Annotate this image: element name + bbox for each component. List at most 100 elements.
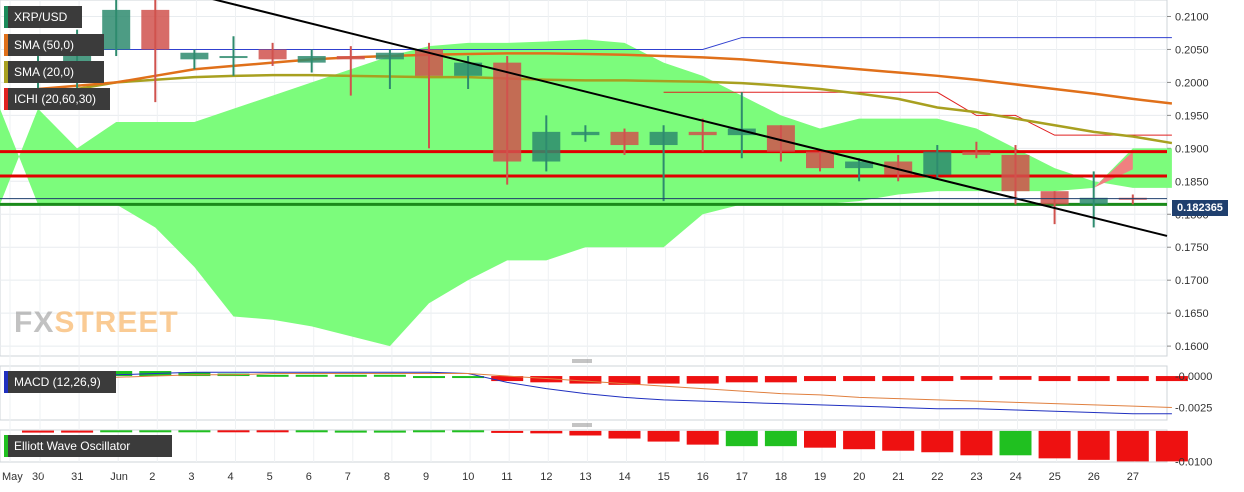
candle-body[interactable] — [962, 151, 991, 155]
macd-bar — [295, 374, 328, 377]
symbol-swatch — [4, 6, 8, 28]
ewo-bar — [569, 430, 602, 436]
macd-tick-label: -0.0000 — [1175, 371, 1212, 383]
candle-body[interactable] — [649, 131, 678, 146]
sma20-swatch — [4, 61, 8, 83]
ewo-bar — [452, 430, 485, 433]
ewo-bar — [1077, 430, 1110, 460]
macd-bar — [843, 376, 876, 382]
macd-bar — [921, 376, 954, 382]
candle-body[interactable] — [454, 62, 483, 76]
candle-body[interactable] — [493, 62, 522, 162]
candle-body[interactable] — [1040, 191, 1069, 205]
macd-bar — [1116, 376, 1149, 382]
sma20-legend[interactable]: SMA (20,0) — [4, 61, 104, 83]
ewo-bar — [999, 430, 1032, 456]
candle-body[interactable] — [415, 49, 443, 76]
price-tick-label: 0.2000 — [1175, 77, 1209, 89]
candle-body[interactable] — [1079, 197, 1108, 205]
sma20-label: SMA (20,0) — [14, 65, 75, 79]
sma20-line — [37, 73, 1173, 145]
date-tick-label: 8 — [384, 471, 390, 483]
macd-bar — [999, 376, 1032, 380]
sma50-label: SMA (50,0) — [14, 38, 75, 52]
date-tick-label: 3 — [188, 471, 194, 483]
date-tick-label: 25 — [1049, 471, 1061, 483]
date-tick-label: 9 — [423, 471, 429, 483]
date-tick-label: 10 — [462, 471, 474, 483]
date-tick-label: 11 — [501, 471, 512, 483]
ewo-bar — [61, 430, 94, 433]
macd-bar — [530, 376, 563, 383]
ewo-bar — [1038, 430, 1071, 459]
date-tick-label: 7 — [345, 471, 351, 483]
date-tick-label: 5 — [267, 471, 273, 483]
macd-bar — [764, 376, 797, 383]
watermark-fx: FX — [14, 306, 55, 339]
ichimoku-legend[interactable]: ICHI (20,60,30) — [4, 88, 110, 110]
ewo-bar — [139, 430, 172, 433]
date-tick-label: 16 — [697, 471, 709, 483]
macd-bar — [804, 376, 836, 382]
candle-body[interactable] — [375, 52, 404, 60]
macd-bar — [1038, 376, 1071, 382]
candle-body[interactable] — [610, 131, 639, 146]
candle-body[interactable] — [297, 56, 326, 63]
date-tick-label: 2 — [149, 471, 155, 483]
ewo-legend[interactable]: Elliott Wave Oscillator (34,5) — [4, 435, 172, 475]
ewo-bar — [843, 430, 876, 450]
candle-body[interactable] — [571, 131, 600, 136]
candle-body[interactable] — [219, 56, 248, 59]
ewo-bar — [764, 430, 797, 447]
candle-body[interactable] — [258, 49, 287, 60]
symbol-legend[interactable]: XRP/USD — [4, 6, 82, 28]
price-tick-label: 0.1700 — [1175, 275, 1209, 287]
ewo-bar — [1155, 430, 1188, 462]
ichimoku-label: ICHI (20,60,30) — [14, 92, 97, 106]
fxstreet-watermark: FXSTREET — [14, 306, 179, 340]
ewo-bar — [217, 430, 250, 433]
macd-bar — [334, 374, 367, 377]
macd-label: MACD (12,26,9) — [14, 375, 101, 389]
macd-bar — [686, 376, 719, 384]
tenkan-line — [663, 91, 1172, 136]
candle-body[interactable] — [532, 131, 561, 162]
macd-bar — [569, 376, 602, 384]
price-tick-label: 0.1950 — [1175, 110, 1209, 122]
macd-tick-label: -0.0025 — [1175, 402, 1212, 414]
ewo-tick-label: -0.0100 — [1175, 456, 1212, 468]
price-tick-label: 0.1600 — [1175, 341, 1209, 353]
candle-body[interactable] — [1001, 154, 1030, 192]
price-tick-label: 0.1750 — [1175, 242, 1209, 254]
sma50-legend[interactable]: SMA (50,0) — [4, 34, 104, 56]
ewo-bar — [1116, 430, 1149, 462]
date-tick-label: 6 — [306, 471, 312, 483]
ichimoku-cloud-bear — [1093, 151, 1133, 188]
price-tick-label: 0.2050 — [1175, 44, 1209, 56]
candle-body[interactable] — [923, 151, 952, 175]
candle-body[interactable] — [727, 128, 756, 136]
date-tick-label: 31 — [71, 471, 83, 483]
current-price-tag: 0.182365 — [1172, 200, 1228, 216]
candle-body[interactable] — [336, 56, 365, 60]
date-tick-label: 19 — [814, 471, 826, 483]
candle-body[interactable] — [102, 9, 131, 50]
candle-body[interactable] — [141, 9, 170, 50]
candle-body[interactable] — [688, 131, 717, 136]
candle-body[interactable] — [806, 151, 834, 169]
macd-bar — [491, 376, 524, 382]
kijun-line — [38, 37, 1172, 50]
macd-legend[interactable]: MACD (12,26,9) — [4, 371, 116, 393]
trendline[interactable] — [155, 0, 1168, 237]
candle-body[interactable] — [845, 161, 874, 169]
ewo-bar — [334, 430, 367, 433]
candle-body[interactable] — [180, 52, 209, 60]
ewo-bar — [804, 430, 836, 448]
ewo-bar — [373, 430, 406, 433]
ewo-bar — [921, 430, 954, 453]
candle-body[interactable] — [884, 161, 913, 175]
macd-bar — [647, 376, 680, 384]
ewo-bar — [725, 430, 758, 447]
